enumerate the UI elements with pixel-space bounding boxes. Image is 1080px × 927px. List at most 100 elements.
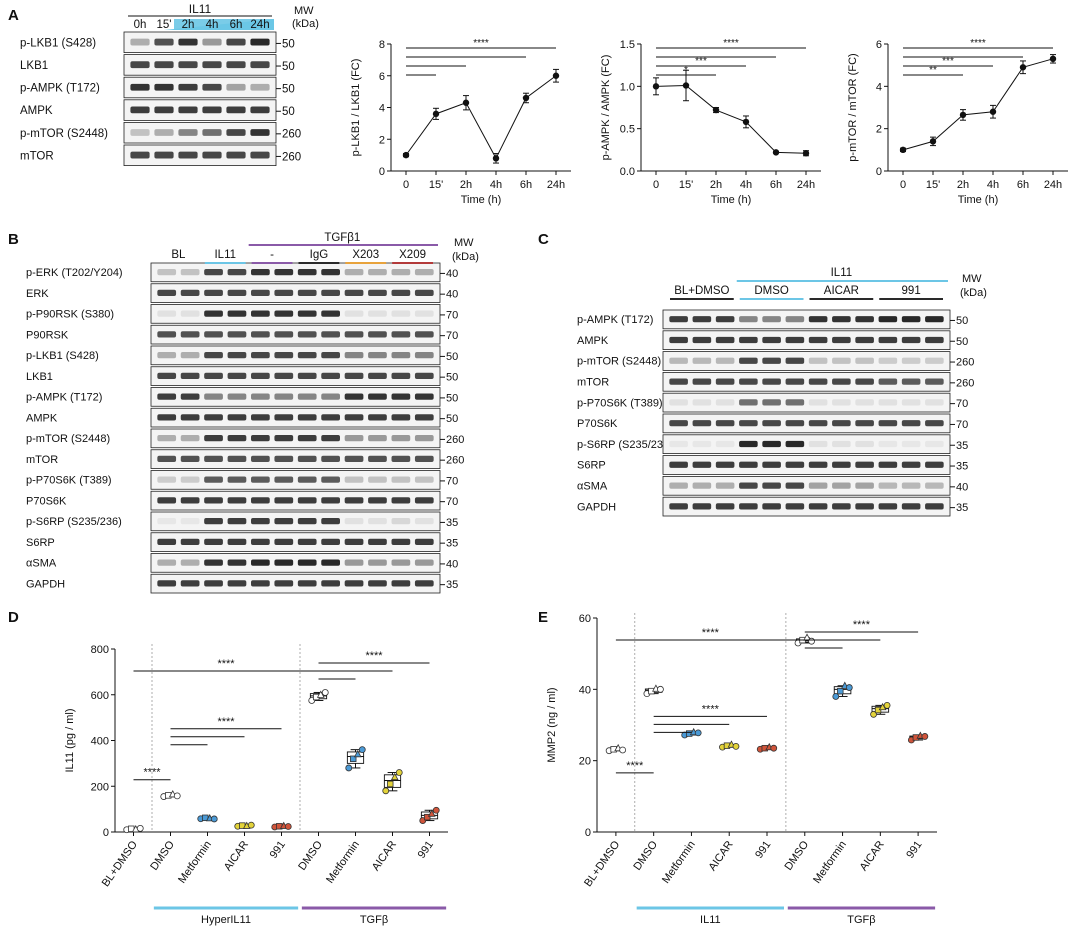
blot-band [251,331,270,338]
blot-band [227,331,247,338]
y-tick-label: 6 [379,71,385,83]
blot-band [154,129,174,136]
blot-band [321,518,340,525]
data-point [694,729,702,737]
blot-band [297,476,317,483]
blot-strip [150,283,441,303]
x-tick-label: 2h [710,179,722,191]
blot-strip [150,387,441,407]
blot-band [878,336,898,344]
y-tick-label: 8 [379,39,385,51]
blot-row-label: p-AMPK (T172) [577,314,653,326]
panel-letter-c: C [538,231,549,248]
blot-band [344,352,364,359]
blot-band [368,476,387,483]
blot-band [154,151,174,159]
lane-label: 6h [230,19,243,31]
blot-band [250,83,270,91]
blot-band [739,357,758,364]
blot-band [344,269,364,276]
blot-row-label: mTOR [20,150,54,162]
blot-band [715,461,735,468]
il11-label: IL11 [831,267,853,279]
lane-label: 4h [206,19,219,31]
blot-band [130,106,150,114]
blot-band [344,331,364,338]
blot-band [715,503,735,510]
x-tick-label: 2h [460,179,472,191]
mw-value: 40 [446,289,458,301]
blot-band [901,420,921,427]
lane-label: 15' [157,19,172,31]
data-point [1019,64,1027,71]
x-tick-label: AICAR [222,839,251,873]
blot-row-label: p-mTOR (S2448) [20,128,108,140]
mw-value: 35 [446,517,458,529]
panel-letter-d: D [8,609,19,626]
blot-band [739,378,758,385]
blot-band [878,399,898,406]
significance-label: * [684,65,688,76]
panel-letter-b: B [8,231,19,248]
blot-band [157,559,177,566]
blot-band [204,476,223,483]
lane-label: 2h [182,19,195,31]
blot-band [274,435,294,442]
blot-band [297,518,317,525]
x-axis-title: Time (h) [711,194,752,206]
blot-band [368,269,387,276]
blot-band [762,503,781,510]
blot-band [227,580,247,587]
blot-band [368,455,387,463]
blot-band [274,393,294,400]
x-tick-label: 15' [926,179,940,191]
blot-band [832,378,851,385]
blot-band [251,269,270,276]
blot-band [251,497,270,504]
significance-label: **** [365,650,383,662]
blot-strip [150,324,441,345]
blot-band [178,83,198,91]
blot-strip [662,455,951,475]
panel-b-blot: p-ERK (T202/Y204) 40 ERK 40 p-P90RSK (S380) 7… [26,232,479,594]
blot-strip [662,434,951,454]
blot-band [368,414,387,421]
blot-band [274,352,294,359]
blot-band [321,393,340,400]
blot-band [344,455,364,463]
blot-strip [123,144,277,167]
blot-band [762,399,781,406]
blot-band [250,151,270,159]
x-tick-label: 4h [490,179,502,191]
blot-strip [150,573,441,594]
blot-band [762,336,781,344]
panel-c-blot: p-AMPK (T172) 50 AMPK 50 p-mTOR (S2448) 260 mT… [577,267,987,517]
blot-band [808,420,828,427]
blot-band [391,497,411,504]
data-point [929,138,937,145]
blot-band [808,378,828,385]
data-point [1049,55,1057,63]
blot-band [692,336,712,344]
blot-band [202,61,222,69]
blot-band [297,331,317,338]
blot-band [785,399,805,406]
blot-strip [150,345,441,366]
y-tick-label: 0.0 [620,166,635,178]
blot-band [226,106,246,114]
blot-band [202,83,222,91]
blot-band [202,151,222,159]
blot-band [692,461,712,468]
blot-band [251,538,270,546]
blot-band [130,83,150,91]
data-point [657,685,664,693]
blot-strip [123,54,277,76]
blot-band [391,372,411,380]
blot-band [715,357,735,364]
blot-band [157,538,177,546]
blot-row-label: AMPK [20,105,53,117]
blot-band [180,414,200,421]
blot-row-label: p-LKB1 (S428) [20,37,96,49]
mw-value: 260 [956,377,974,389]
blot-row-label: LKB1 [20,60,48,72]
